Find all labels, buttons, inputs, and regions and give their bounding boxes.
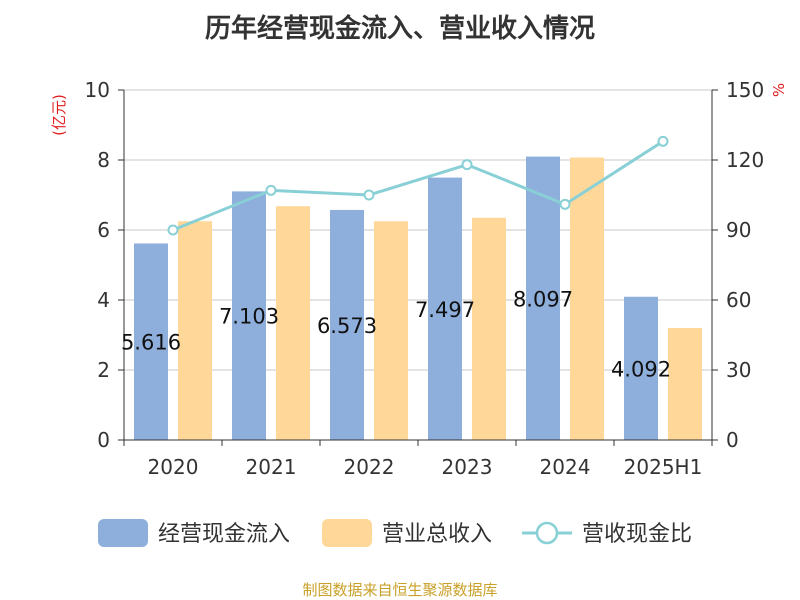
left-tick-label: 0 bbox=[97, 428, 110, 452]
line-point bbox=[363, 189, 375, 201]
bar-data-label: 6.573 bbox=[317, 314, 377, 338]
right-axis-title: % bbox=[770, 83, 788, 97]
x-tick-label: 2022 bbox=[344, 455, 395, 479]
right-tick-label: 30 bbox=[726, 358, 751, 382]
bar-data-label: 8.097 bbox=[513, 287, 573, 311]
right-tick-label: 0 bbox=[726, 428, 739, 452]
bar-cash-inflow bbox=[232, 191, 266, 440]
x-tick-label: 2021 bbox=[246, 455, 297, 479]
x-tick-label: 2023 bbox=[442, 455, 493, 479]
bar-data-label: 7.497 bbox=[415, 298, 475, 322]
bar-cash-inflow bbox=[428, 177, 462, 441]
legend-revenue-swatch bbox=[322, 519, 372, 547]
bar-data-label: 4.092 bbox=[611, 357, 671, 381]
bar-revenue bbox=[374, 221, 408, 440]
bar-data-label: 7.103 bbox=[219, 305, 279, 329]
right-tick-label: 60 bbox=[726, 288, 751, 312]
legend-cash-inflow-swatch bbox=[98, 519, 148, 547]
legend-revenue-label: 营业总收入 bbox=[382, 522, 492, 547]
line-point bbox=[657, 135, 669, 147]
x-tick-label: 2025H1 bbox=[624, 455, 703, 479]
legend-cash-ratio-swatch-marker bbox=[535, 521, 559, 545]
bar-cash-inflow bbox=[134, 243, 168, 440]
line-point bbox=[167, 224, 179, 236]
left-axis-title: (亿元) bbox=[50, 94, 68, 136]
x-tick-label: 2024 bbox=[540, 455, 591, 479]
line-point bbox=[559, 198, 571, 210]
bar-data-label: 5.616 bbox=[121, 331, 181, 355]
line-point bbox=[461, 159, 473, 171]
right-tick-label: 120 bbox=[726, 148, 764, 172]
bar-cash-inflow bbox=[526, 156, 560, 441]
left-tick-label: 2 bbox=[97, 358, 110, 382]
bar-cash-inflow bbox=[330, 209, 364, 440]
bar-cash-inflow bbox=[624, 296, 658, 440]
x-tick-label: 2020 bbox=[148, 455, 199, 479]
source-note: 制图数据来自恒生聚源数据库 bbox=[302, 581, 498, 599]
left-tick-label: 10 bbox=[85, 78, 110, 102]
left-tick-label: 8 bbox=[97, 148, 110, 172]
legend-cash-inflow-label: 经营现金流入 bbox=[158, 522, 290, 547]
bar-revenue bbox=[570, 157, 604, 441]
right-tick-label: 90 bbox=[726, 218, 751, 242]
chart-title: 历年经营现金流入、营业收入情况 bbox=[204, 14, 595, 44]
right-tick-label: 150 bbox=[726, 78, 764, 102]
line-point bbox=[265, 184, 277, 196]
bar-revenue bbox=[472, 217, 506, 440]
bar-revenue bbox=[178, 221, 212, 440]
bar-revenue bbox=[276, 206, 310, 440]
left-tick-label: 4 bbox=[97, 288, 110, 312]
left-tick-label: 6 bbox=[97, 218, 110, 242]
line-cash-ratio bbox=[172, 140, 664, 232]
bar-revenue bbox=[668, 328, 702, 440]
legend-cash-ratio-label: 营收现金比 bbox=[582, 522, 692, 547]
